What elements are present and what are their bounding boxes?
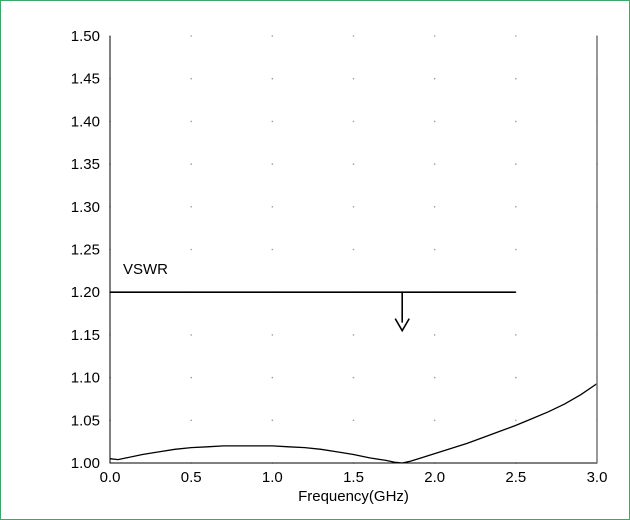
- grid-dot: [433, 35, 436, 37]
- y-tick-label: 1.45: [71, 71, 100, 88]
- grid-dot: [515, 376, 517, 379]
- grid-dot: [433, 419, 436, 422]
- grid-dot: [352, 35, 355, 37]
- y-tick-label: 1.25: [71, 242, 100, 259]
- x-tick-label: 2.0: [424, 469, 445, 486]
- grid-dot: [190, 334, 192, 336]
- grid-dot: [515, 206, 517, 208]
- y-tick-label: 1.15: [71, 327, 100, 344]
- grid-dot: [190, 163, 192, 165]
- grid: [109, 35, 598, 464]
- grid-dot: [271, 35, 274, 37]
- grid-dot: [271, 376, 274, 379]
- grid-dot: [352, 163, 355, 165]
- grid-dot: [271, 120, 274, 123]
- x-tick-label: 3.0: [587, 469, 608, 486]
- grid-dot: [190, 35, 192, 37]
- grid-dot: [515, 77, 517, 80]
- y-tick-label: 1.35: [71, 156, 100, 173]
- x-axis-label: Frequency(GHz): [298, 488, 409, 505]
- grid-dot: [352, 376, 355, 379]
- grid-dot: [352, 419, 355, 422]
- axes: [109, 36, 597, 464]
- grid-dot: [190, 206, 192, 208]
- grid-dot: [271, 163, 274, 165]
- x-tick-label: 1.5: [343, 469, 364, 486]
- y-tick-label: 1.10: [71, 370, 100, 387]
- arrow-head: [394, 318, 410, 333]
- grid-dot: [515, 163, 517, 165]
- vswr-label: VSWR: [123, 261, 168, 278]
- y-tick-label: 1.40: [71, 113, 100, 130]
- grid-dot: [190, 77, 192, 80]
- grid-dot: [352, 334, 355, 336]
- grid-dot: [515, 248, 517, 251]
- x-tick-labels: 0.0 0.5 1.0 1.5 2.0 2.5 3.0: [100, 469, 608, 486]
- y-tick-label: 1.05: [71, 412, 100, 429]
- y-tick-label: 1.50: [71, 28, 100, 45]
- grid-dot: [352, 206, 355, 208]
- x-tick-label: 0.0: [100, 469, 121, 486]
- y-tick-label: 1.00: [71, 455, 100, 472]
- x-tick-label: 0.5: [181, 469, 202, 486]
- grid-dot: [190, 376, 192, 379]
- vswr-series-line: [109, 383, 598, 464]
- down-arrow-icon: [394, 292, 410, 333]
- y-tick-label: 1.20: [71, 284, 100, 301]
- grid-dot: [352, 120, 355, 123]
- grid-dot: [271, 419, 274, 422]
- grid-dot: [190, 120, 192, 123]
- grid-dot: [271, 334, 274, 336]
- grid-dot: [433, 163, 436, 165]
- grid-dot: [515, 419, 517, 422]
- y-tick-label: 1.30: [71, 199, 100, 216]
- grid-dot: [190, 248, 192, 251]
- grid-dot: [352, 77, 355, 80]
- grid-dot: [433, 334, 436, 336]
- grid-dot: [515, 35, 517, 37]
- y-tick-labels: 1.00 1.05 1.10 1.15 1.20 1.25 1.30 1.35 1.40 1.45…: [71, 28, 100, 472]
- grid-dot: [433, 120, 436, 123]
- grid-dot: [271, 206, 274, 208]
- grid-dot: [433, 248, 436, 251]
- grid-dot: [433, 77, 436, 80]
- grid-dot: [515, 120, 517, 123]
- grid-dot: [352, 248, 355, 251]
- grid-dot: [433, 206, 436, 208]
- grid-dot: [271, 248, 274, 251]
- grid-dot: [515, 334, 517, 336]
- grid-dot: [190, 419, 192, 422]
- x-tick-label: 1.0: [262, 469, 283, 486]
- grid-dot: [271, 77, 274, 80]
- x-tick-label: 2.5: [505, 469, 526, 486]
- grid-dot: [433, 376, 436, 379]
